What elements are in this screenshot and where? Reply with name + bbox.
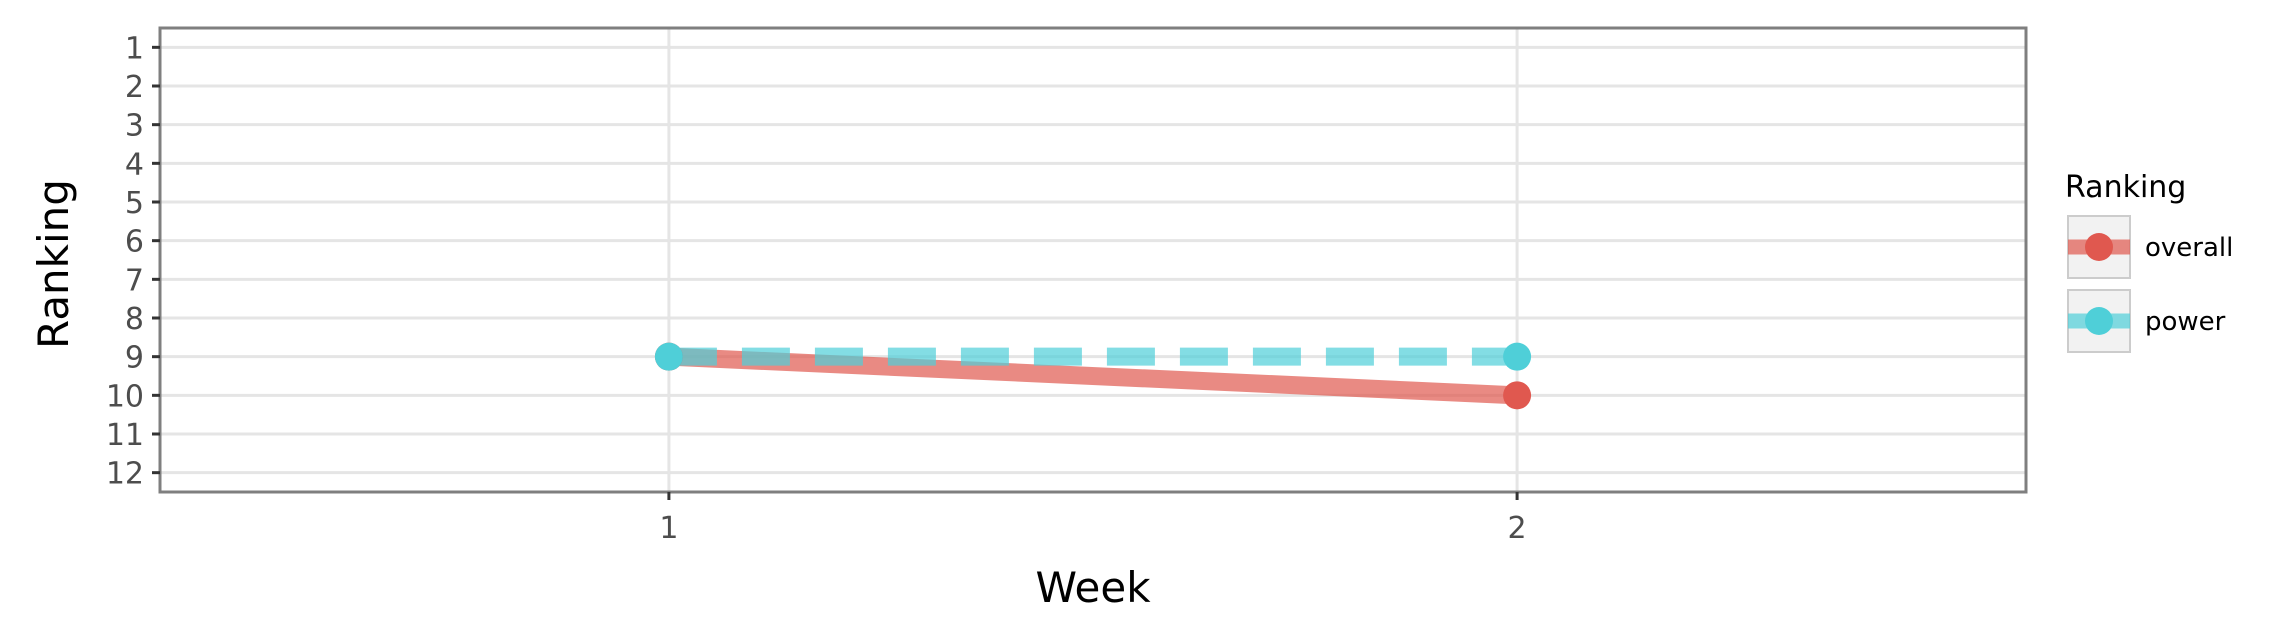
y-tick-label: 4 (125, 147, 144, 182)
data-point-power (1503, 342, 1532, 371)
y-tick-label: 8 (125, 302, 144, 337)
x-tick-label: 1 (659, 511, 678, 546)
y-tick-label: 12 (106, 457, 144, 492)
y-tick-label: 5 (125, 186, 144, 221)
data-point-power (654, 342, 683, 371)
legend-title: Ranking (2065, 170, 2186, 205)
x-axis-title: Week (1035, 563, 1151, 612)
y-tick-label: 7 (125, 263, 144, 298)
legend-key-point-overall (2085, 233, 2113, 261)
legend-label-overall: overall (2145, 233, 2233, 263)
y-tick-label: 1 (125, 31, 144, 66)
legend-key-point-power (2085, 307, 2113, 335)
y-tick-label: 2 (125, 70, 144, 105)
y-tick-label: 10 (106, 379, 144, 414)
grid (160, 28, 2026, 492)
legend: Ranking overall power (2065, 170, 2233, 353)
legend-label-power: power (2145, 307, 2226, 337)
series-line-overall (668, 347, 1518, 405)
y-tick-label: 6 (125, 225, 144, 260)
y-tick-label: 9 (125, 341, 144, 376)
data-point-overall (1503, 381, 1532, 410)
y-tick-label: 3 (125, 109, 144, 144)
x-tick-label: 2 (1508, 511, 1527, 546)
y-tick-label: 11 (106, 418, 144, 453)
y-axis-title: Ranking (29, 179, 78, 349)
series-layer (654, 342, 1532, 410)
plot-panel-border (158, 26, 2028, 494)
